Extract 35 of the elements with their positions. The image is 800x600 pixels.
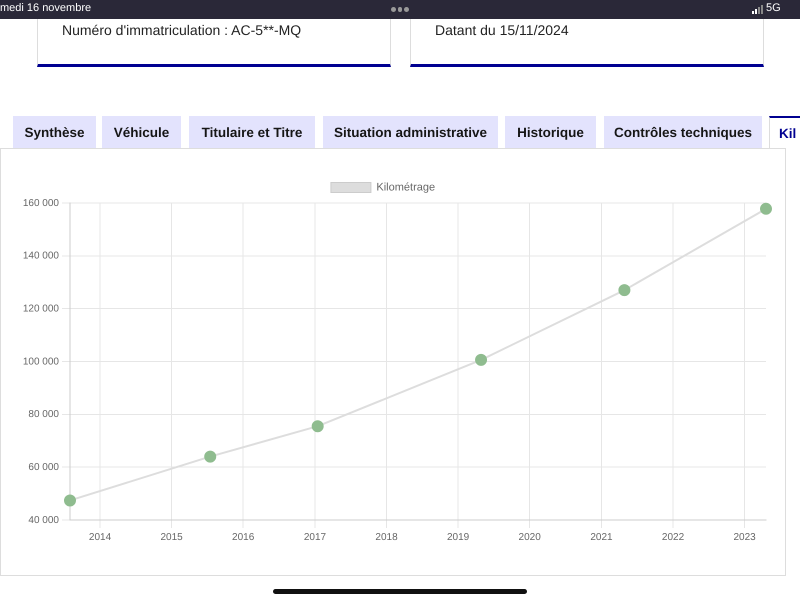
point [64, 494, 76, 506]
x-tick-label: 2017 [304, 532, 327, 543]
y-tick-label: 100 000 [22, 356, 60, 368]
text: medi 16 novembre [0, 2, 92, 14]
point [760, 202, 772, 215]
text: Titulaire et Titre [189, 116, 315, 148]
x-tick-label: 2020 [518, 532, 542, 543]
text: Kil [769, 116, 800, 148]
x-tick-label: 2018 [375, 532, 398, 543]
text: Datant du 15/11/2024 [435, 22, 569, 38]
text: 5G [766, 2, 781, 14]
legend-label: Kilométrage [376, 182, 436, 194]
point [475, 354, 488, 366]
x-tick-label: 2021 [590, 532, 614, 543]
y-tick-label: 80 000 [28, 409, 60, 420]
y-tick-label: 160 000 [22, 198, 60, 209]
point [204, 450, 216, 463]
y-tick-label: 120 000 [22, 303, 60, 314]
x-tick-label: 2016 [232, 532, 255, 543]
text: Véhicule [102, 116, 181, 148]
point [312, 420, 324, 432]
x-tick-label: 2023 [734, 532, 756, 543]
y-tick-label: 60 000 [28, 462, 60, 473]
text: Historique [505, 116, 596, 148]
text: Numéro d'immatriculation : AC-5**-MQ [62, 22, 302, 38]
point [618, 284, 630, 296]
x-tick-label: 2015 [160, 532, 184, 543]
text: Situation administrative [323, 116, 498, 148]
text: Contrôles techniques [604, 116, 762, 148]
y-tick-label: 140 000 [22, 250, 60, 262]
x-tick-label: 2019 [446, 532, 470, 543]
y-tick-label: 40 000 [28, 514, 60, 526]
x-tick-label: 2014 [88, 532, 112, 543]
text: Synthèse [13, 116, 96, 148]
x-tick-label: 2022 [662, 532, 685, 543]
